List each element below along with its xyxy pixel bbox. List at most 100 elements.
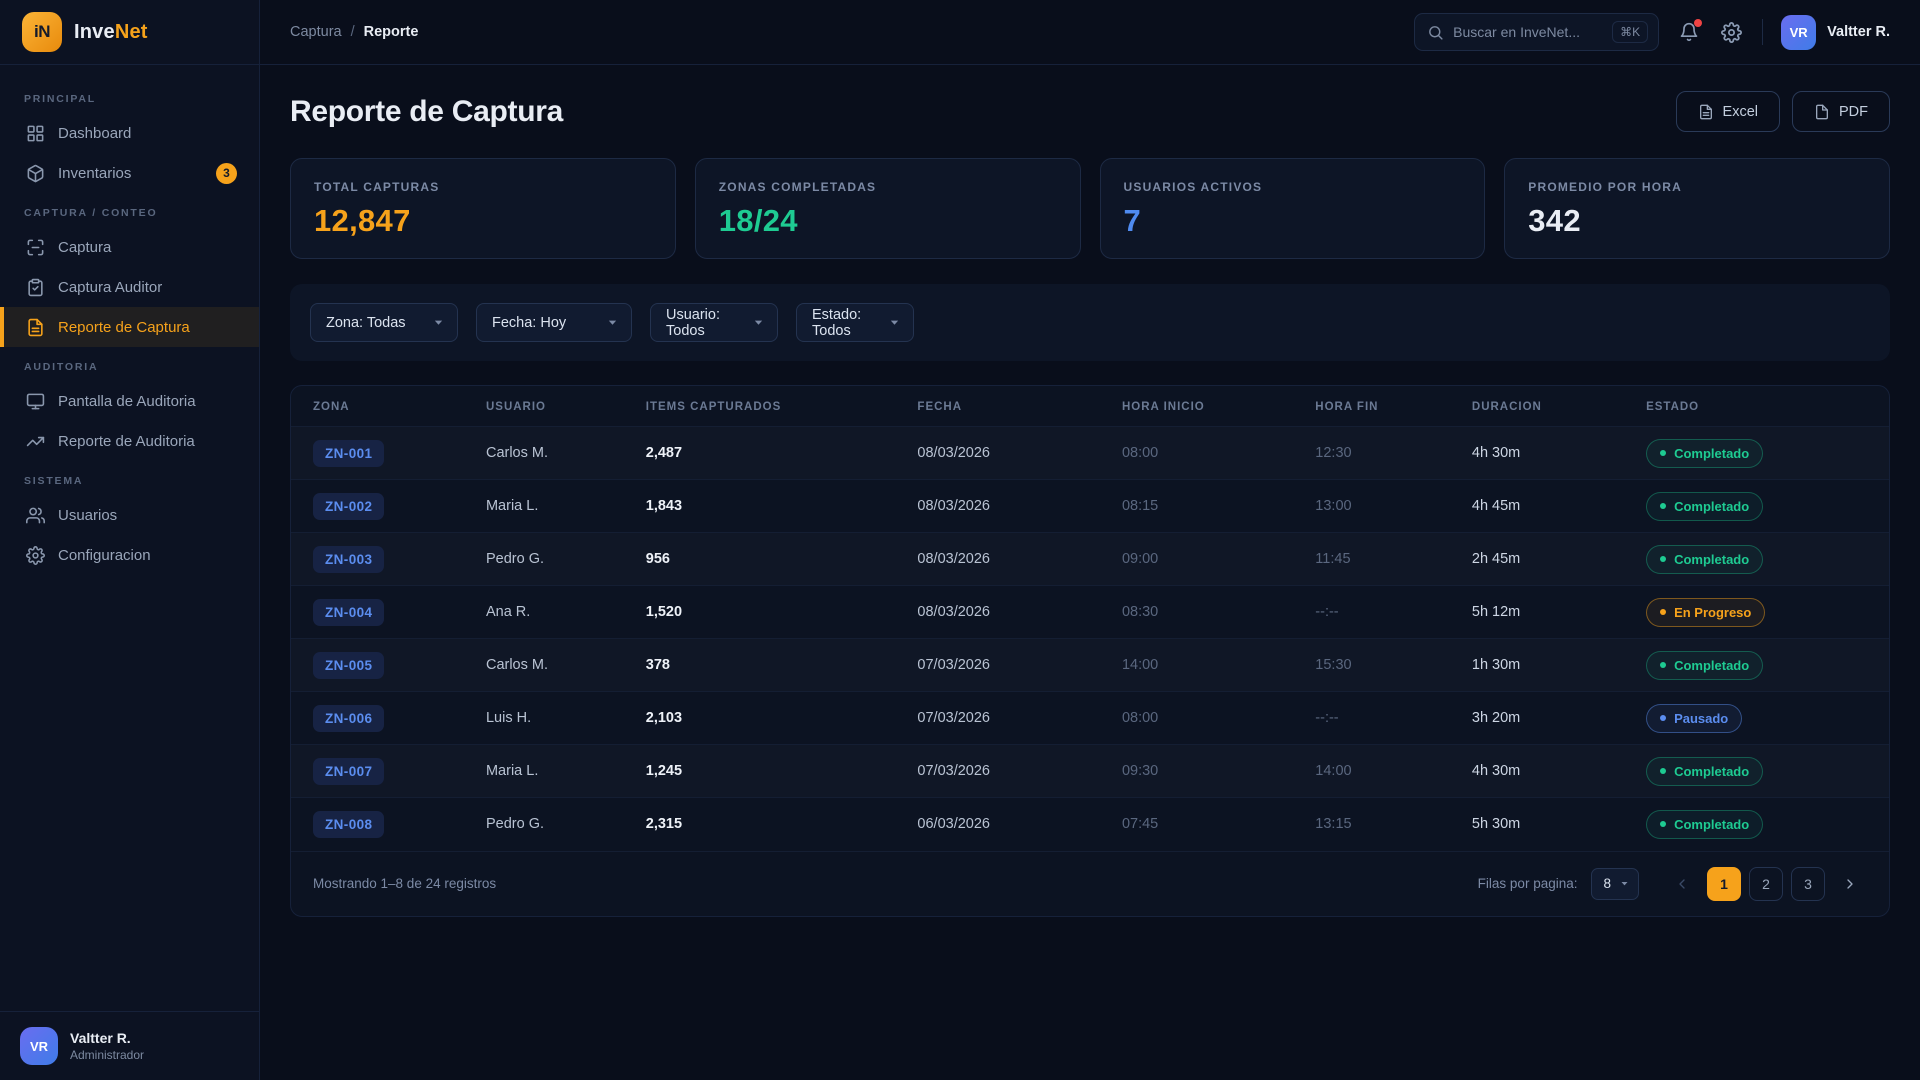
topbar-divider: [1762, 19, 1764, 45]
search-input[interactable]: [1453, 24, 1604, 40]
search-shortcut: ⌘K: [1612, 21, 1649, 43]
filter-estado[interactable]: Estado: Todos: [796, 303, 914, 342]
cell-fecha: 07/03/2026: [901, 638, 1106, 692]
cell-hora-fin: 13:15: [1315, 816, 1352, 833]
status-badge: Completado: [1646, 544, 1764, 574]
status-badge: Pausado: [1646, 703, 1743, 733]
filter-usuario[interactable]: Usuario: Todos: [650, 303, 778, 342]
sidebar-item-captura[interactable]: Captura: [0, 227, 259, 267]
notification-dot: [1694, 19, 1703, 27]
sidebar-user-role: Administrador: [70, 1048, 145, 1062]
filter-fecha[interactable]: Fecha: Hoy: [476, 303, 632, 342]
brand-logo: iN: [22, 12, 62, 52]
sidebar-item-label: Captura Auditor: [58, 278, 163, 296]
pager: 1 2 3: [1665, 866, 1867, 901]
stat-card-usuarios-activos: Usuarios Activos 7: [1099, 158, 1486, 259]
sidebar-item-dashboard[interactable]: Dashboard: [0, 113, 259, 153]
table-row[interactable]: ZN-002 Maria L. 1,843 08/03/2026 08:15 1…: [291, 479, 1889, 533]
stat-value: 18/24: [718, 203, 798, 238]
breadcrumb-parent[interactable]: Captura: [290, 24, 342, 40]
gear-icon: [1721, 21, 1743, 43]
table-row[interactable]: ZN-003 Pedro G. 956 08/03/2026 09:00 11:…: [291, 532, 1889, 586]
cell-items: 1,245: [629, 744, 902, 798]
cell-duracion: 4h 30m: [1455, 426, 1631, 480]
next-page-button[interactable]: [1833, 867, 1867, 901]
brand: iN InveNet: [0, 0, 259, 65]
inventarios-count-badge: 3: [216, 162, 237, 184]
box-icon: [26, 164, 45, 183]
sidebar-item-captura-auditor[interactable]: Captura Auditor: [0, 267, 259, 307]
col-zona: Zona: [291, 386, 470, 427]
search-box[interactable]: ⌘K: [1414, 13, 1660, 51]
status-badge: Completado: [1646, 491, 1764, 521]
chevron-down-icon: [889, 317, 900, 328]
rows-per-page-select[interactable]: 8: [1591, 867, 1639, 900]
cell-fecha: 07/03/2026: [901, 744, 1106, 798]
settings-button[interactable]: [1719, 20, 1744, 45]
page-button-3[interactable]: 3: [1791, 866, 1825, 901]
notifications-button[interactable]: [1677, 19, 1703, 44]
table-row[interactable]: ZN-005 Carlos M. 378 07/03/2026 14:00 15…: [291, 638, 1889, 692]
file-excel-icon: [1698, 104, 1714, 120]
monitor-icon: [26, 392, 45, 411]
page-header: Reporte de Captura Excel PDF: [290, 91, 1890, 132]
sidebar-item-usuarios[interactable]: Usuarios: [0, 495, 259, 535]
cell-usuario: Pedro G.: [469, 532, 630, 586]
topbar-user[interactable]: VR Valtter R.: [1781, 14, 1890, 50]
breadcrumb-separator: /: [350, 24, 355, 40]
captures-table-card: Zona Usuario Items Capturados Fecha Hora…: [290, 385, 1890, 917]
table-row[interactable]: ZN-006 Luis H. 2,103 07/03/2026 08:00 --…: [291, 691, 1889, 745]
table-row[interactable]: ZN-001 Carlos M. 2,487 08/03/2026 08:00 …: [291, 426, 1889, 480]
zone-chip: ZN-005: [313, 651, 385, 679]
page-button-2[interactable]: 2: [1749, 866, 1783, 901]
cell-fecha: 08/03/2026: [901, 532, 1106, 586]
filter-zona[interactable]: Zona: Todas: [310, 303, 458, 342]
export-excel-button[interactable]: Excel: [1675, 91, 1780, 132]
cell-fecha: 07/03/2026: [901, 691, 1106, 745]
zone-chip: ZN-008: [313, 810, 385, 838]
captures-table: Zona Usuario Items Capturados Fecha Hora…: [291, 386, 1889, 851]
sidebar-item-configuracion[interactable]: Configuracion: [0, 535, 259, 575]
sidebar-item-reporte-de-captura[interactable]: Reporte de Captura: [0, 307, 259, 347]
pagination-summary: Mostrando 1–8 de 24 registros: [313, 876, 497, 891]
sidebar-item-label: Dashboard: [58, 124, 132, 142]
sidebar-item-label: Reporte de Captura: [58, 318, 190, 336]
gear-icon: [26, 545, 45, 565]
col-hora-fin: Hora Fin: [1299, 386, 1456, 427]
main-area: Captura / Reporte ⌘K: [260, 0, 1920, 1080]
nav-section-principal: Principal: [24, 93, 97, 105]
cell-hora-fin: --:--: [1299, 691, 1456, 745]
cell-usuario: Maria L.: [469, 744, 630, 798]
stat-label: Usuarios Activos: [1123, 180, 1263, 194]
brand-name: InveNet: [74, 21, 148, 44]
cell-hora-fin: 11:45: [1299, 532, 1456, 586]
table-row[interactable]: ZN-004 Ana R. 1,520 08/03/2026 08:30 --:…: [291, 585, 1889, 639]
chevron-down-icon: [433, 317, 444, 328]
sidebar-item-label: Captura: [58, 238, 112, 256]
cell-items: 2,487: [629, 426, 902, 480]
page-button-1[interactable]: 1: [1707, 866, 1741, 901]
cell-hora-fin: 15:30: [1299, 638, 1456, 692]
cell-duracion: 5h 30m: [1471, 816, 1521, 833]
status-badge: Completado: [1646, 438, 1764, 468]
page-content: Reporte de Captura Excel PDF Total: [260, 65, 1920, 943]
table-row[interactable]: ZN-007 Maria L. 1,245 07/03/2026 09:30 1…: [291, 744, 1889, 798]
sidebar-item-reporte-de-auditoria[interactable]: Reporte de Auditoria: [0, 421, 259, 461]
export-excel-label: Excel: [1722, 103, 1758, 120]
table-row[interactable]: ZN-008 Pedro G. 2,315 06/03/2026 07:45 1…: [291, 798, 1889, 851]
rows-per-page-value: 8: [1603, 876, 1611, 891]
sidebar-user[interactable]: VR Valtter R. Administrador: [0, 1011, 259, 1080]
avatar: VR: [20, 1027, 58, 1065]
sidebar-item-label: Inventarios: [58, 164, 132, 182]
export-pdf-button[interactable]: PDF: [1792, 91, 1890, 132]
sidebar-item-inventarios[interactable]: Inventarios 3: [0, 153, 259, 193]
col-duracion: Duracion: [1455, 386, 1631, 427]
cell-hora-inicio: 07:45: [1121, 816, 1159, 833]
prev-page-button[interactable]: [1665, 867, 1699, 901]
table-header-row: Zona Usuario Items Capturados Fecha Hora…: [291, 386, 1889, 427]
sidebar-item-pantalla-de-auditoria[interactable]: Pantalla de Auditoria: [0, 381, 259, 421]
cell-hora-fin: --:--: [1299, 585, 1456, 639]
stat-card-total-capturas: Total Capturas 12,847: [290, 158, 676, 259]
cell-duracion: 4h 45m: [1455, 479, 1631, 533]
cell-usuario: Carlos M.: [469, 426, 630, 480]
